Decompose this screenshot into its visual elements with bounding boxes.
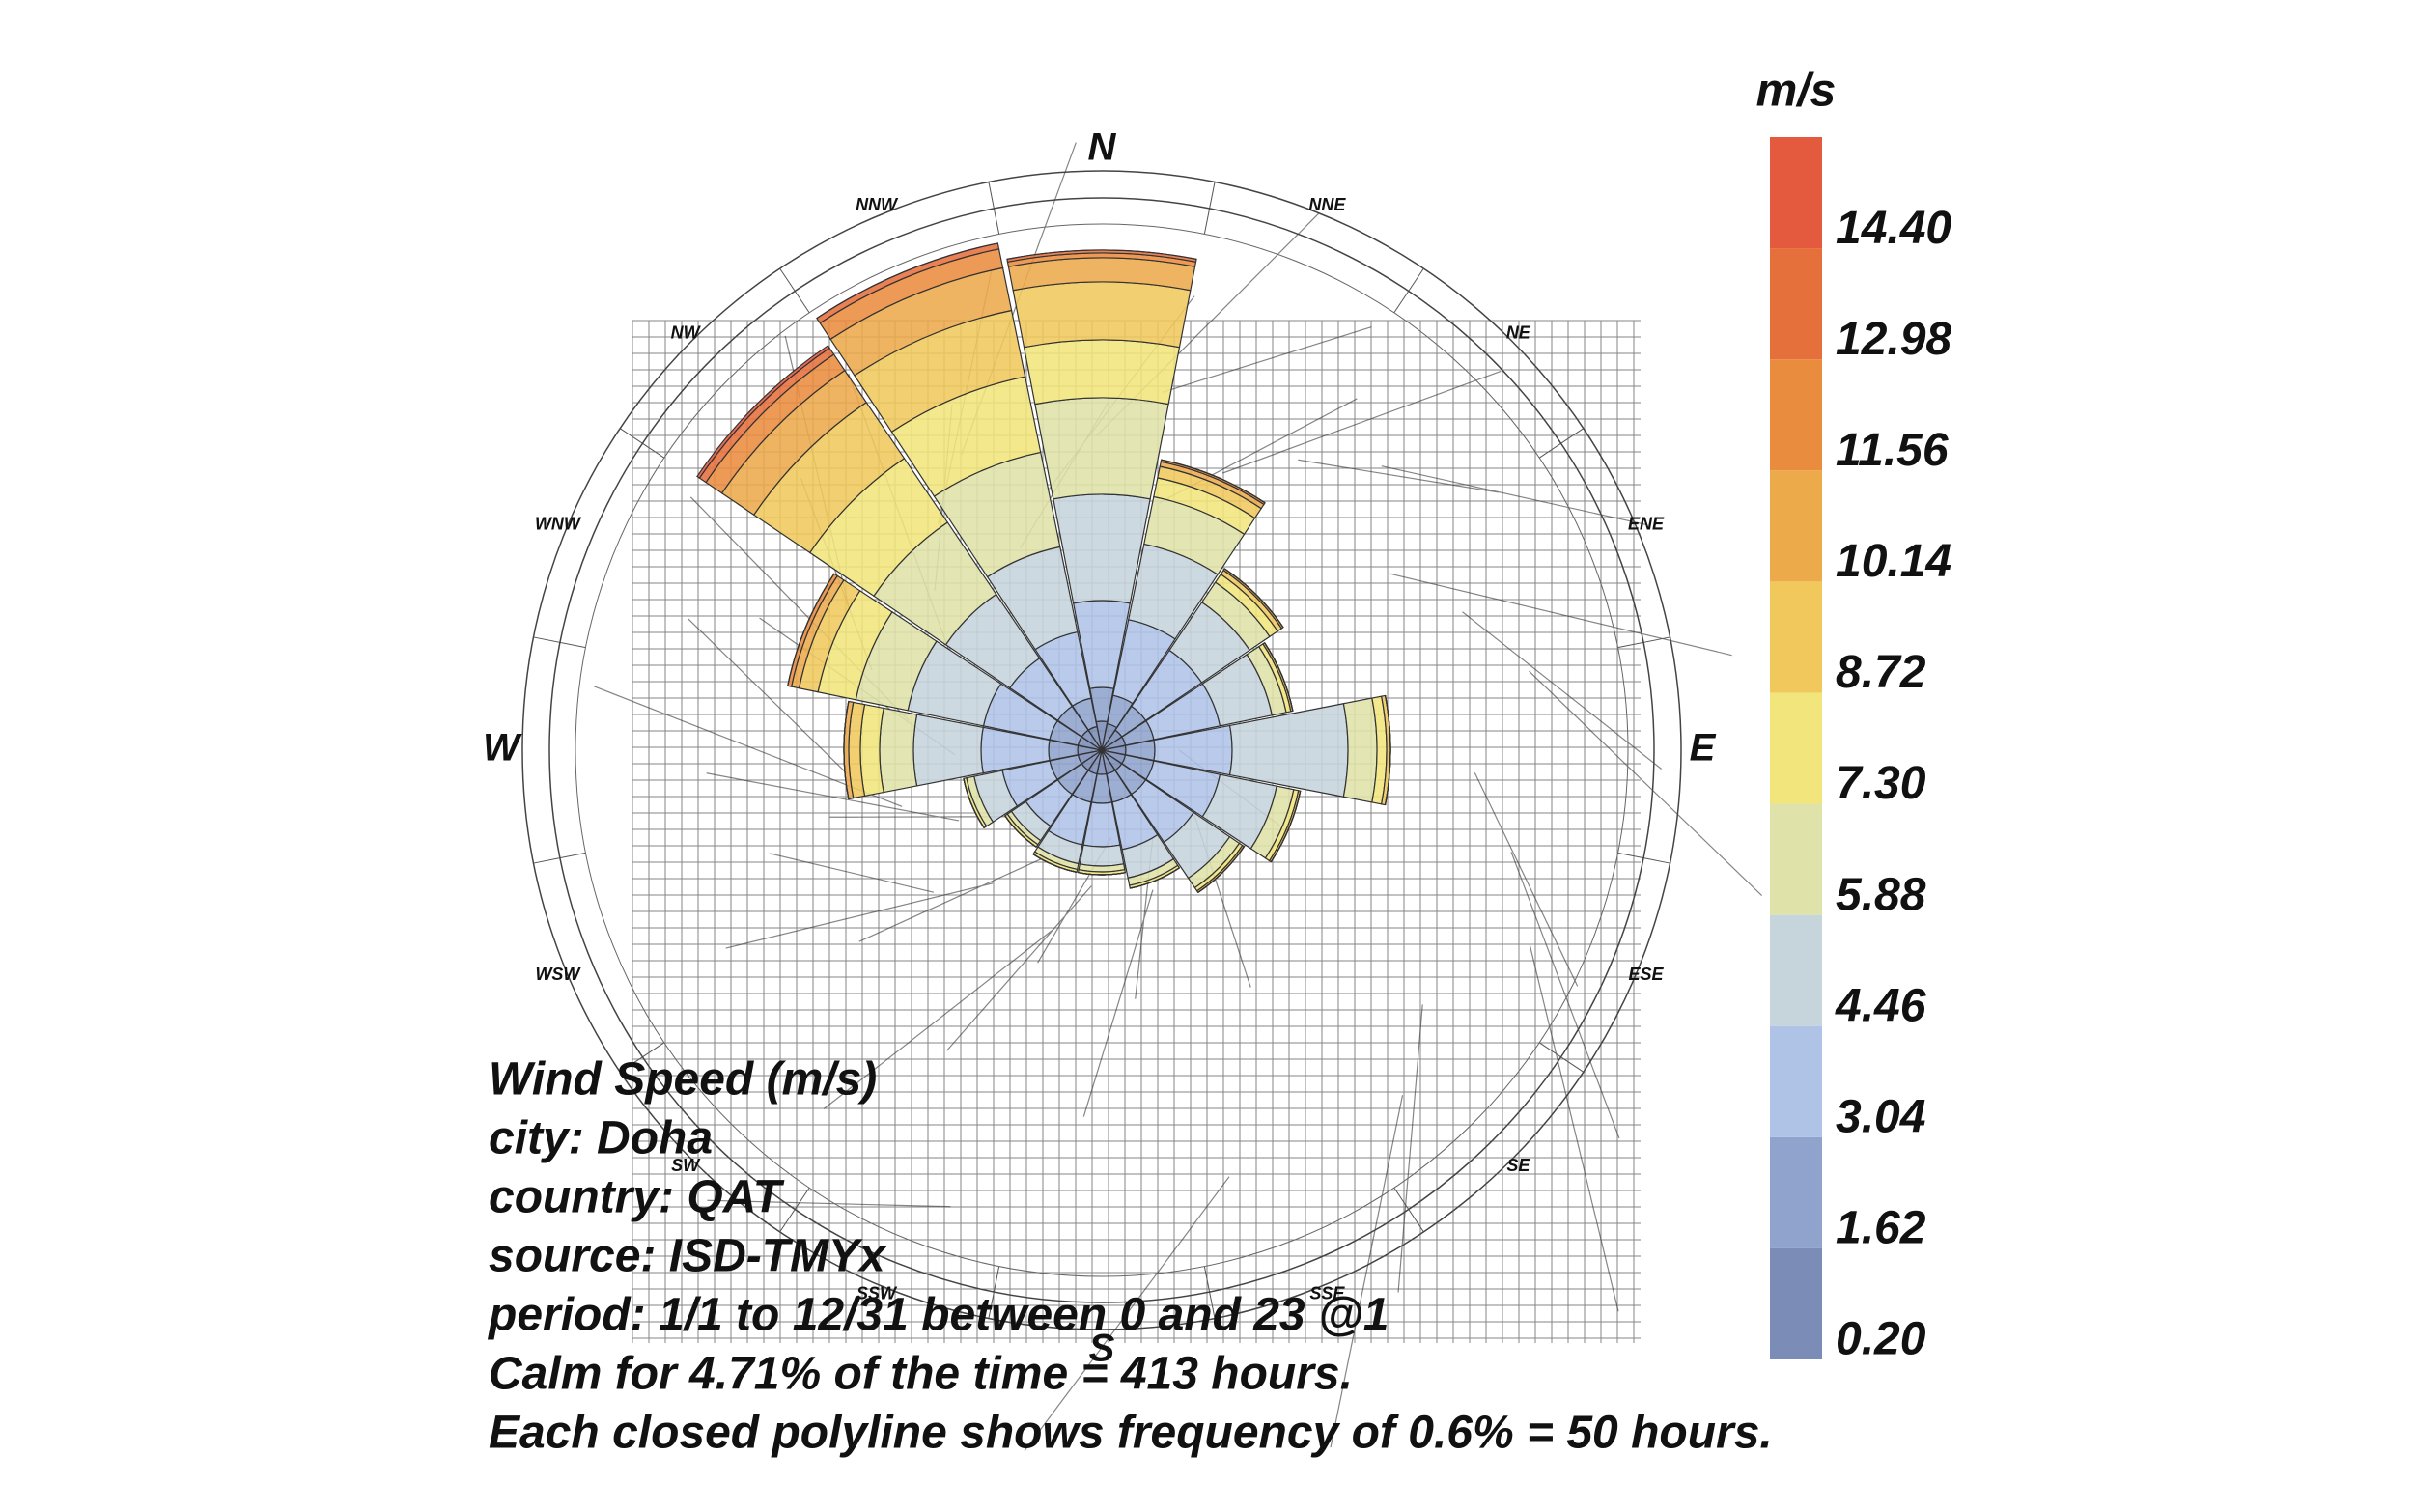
petal-segment xyxy=(787,573,835,686)
legend-swatch xyxy=(1770,914,1822,1026)
direction-label: S xyxy=(1089,1328,1115,1370)
legend-tick-label: 1.62 xyxy=(1836,1203,1926,1254)
legend-swatch xyxy=(1770,803,1822,915)
direction-label: W xyxy=(483,727,522,770)
petals xyxy=(696,242,1391,894)
petal-segment xyxy=(1023,339,1181,406)
direction-label: SW xyxy=(671,1156,701,1175)
direction-label: WNW xyxy=(535,514,582,533)
legend-tick-label: 10.14 xyxy=(1836,536,1951,587)
info-line: city: Doha xyxy=(489,1113,713,1164)
legend-swatch xyxy=(1770,248,1822,360)
petal-segment xyxy=(1264,642,1294,712)
info-line: Calm for 4.71% of the time = 413 hours. xyxy=(489,1349,1353,1400)
petal-segment xyxy=(1342,697,1378,803)
petal-segment xyxy=(1079,844,1125,867)
direction-label: NNW xyxy=(856,195,899,214)
legend-swatch xyxy=(1770,581,1822,693)
petal-segment xyxy=(879,707,918,794)
direction-label: ESE xyxy=(1629,965,1665,984)
legend-tick-label: 4.46 xyxy=(1835,980,1926,1031)
legend-tick-label: 11.56 xyxy=(1836,425,1949,476)
petal-segment xyxy=(1130,867,1180,889)
direction-label: NW xyxy=(671,322,702,342)
direction-label: E xyxy=(1690,727,1717,770)
legend-swatch xyxy=(1770,137,1822,249)
petal-segment xyxy=(696,345,830,479)
legend-tick-label: 0.20 xyxy=(1836,1314,1926,1365)
petal-segment xyxy=(1161,459,1266,504)
info-line: Each closed polyline shows frequency of … xyxy=(489,1408,1773,1459)
polar-frame xyxy=(521,170,1682,1330)
petal-segment xyxy=(1034,397,1169,500)
direction-label: ENE xyxy=(1628,514,1665,533)
legend-tick-label: 3.04 xyxy=(1836,1091,1925,1142)
petal-segment xyxy=(1006,249,1197,260)
direction-label: SE xyxy=(1506,1156,1530,1175)
legend-swatch xyxy=(1770,692,1822,804)
legend-swatch xyxy=(1770,359,1822,471)
legend-tick-label: 5.88 xyxy=(1836,869,1926,920)
labels: N NNE NE ENE E ESE SE SSE S SSW SW WSW W WNW NW NNW 0.20… xyxy=(483,66,1951,1459)
petal-segment xyxy=(1078,872,1126,876)
legend-tick-label: 14.40 xyxy=(1836,203,1951,254)
direction-label: WSW xyxy=(535,965,581,984)
legend-tick-label: 8.72 xyxy=(1836,647,1926,698)
info-line: Wind Speed (m/s) xyxy=(489,1054,877,1106)
info-line: country: QAT xyxy=(489,1172,785,1223)
legend-swatch xyxy=(1770,470,1822,582)
legend-swatch xyxy=(1770,1247,1822,1359)
direction-label: NE xyxy=(1506,322,1531,342)
petal-segment xyxy=(859,703,884,798)
legend-tick-label: 12.98 xyxy=(1836,314,1951,365)
legend-title: m/s xyxy=(1756,66,1837,117)
direction-label: NNE xyxy=(1308,195,1346,214)
legend-tick-label: 7.30 xyxy=(1836,758,1926,809)
legend-swatch xyxy=(1770,1136,1822,1248)
direction-label: SSW xyxy=(856,1283,898,1302)
info-line: source: ISD-TMYx xyxy=(489,1231,887,1282)
legend-swatch xyxy=(1770,1025,1822,1137)
info-line: period: 1/1 to 12/31 between 0 and 23 @1 xyxy=(487,1290,1389,1341)
petal-segment xyxy=(912,714,984,787)
petal-segment xyxy=(1012,281,1192,349)
direction-label: N xyxy=(1088,126,1117,169)
direction-label: SSE xyxy=(1309,1283,1345,1302)
